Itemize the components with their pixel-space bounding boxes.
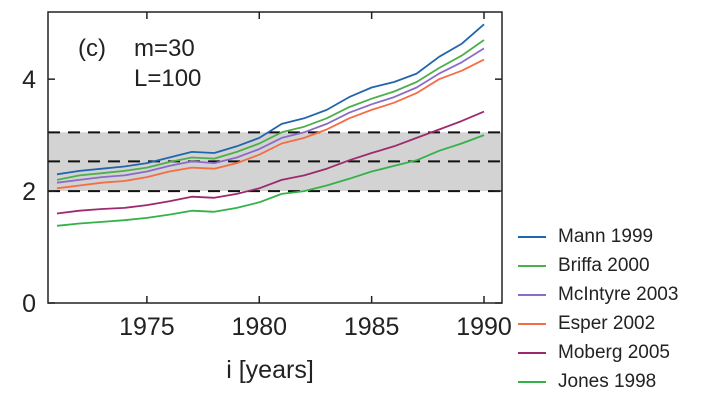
series-line-moberg-2005 [56, 110, 485, 215]
legend-swatch [518, 235, 546, 238]
legend: Mann 1999 Briffa 2000 McIntyre 2003 Esper 2… [518, 222, 714, 396]
legend-label: Briffa 2000 [558, 254, 650, 276]
legend-swatch [518, 351, 546, 354]
axis-ticks: 1975 1980 1985 1990 0 2 4 [22, 12, 512, 341]
x-axis-label: i [years] [226, 356, 314, 384]
x-tick-label: 1975 [119, 313, 175, 341]
legend-item: Jones 1998 [518, 367, 714, 396]
legend-swatch [518, 322, 546, 325]
y-tick-label: 0 [22, 290, 36, 318]
series-lines [56, 23, 485, 227]
legend-swatch [518, 264, 546, 267]
legend-label: Mann 1999 [558, 225, 654, 247]
legend-item: Mann 1999 [518, 222, 714, 251]
legend-item: McIntyre 2003 [518, 280, 714, 309]
annotation-m: m=30 [134, 35, 195, 62]
legend-item: Esper 2002 [518, 309, 714, 338]
series-line-briffa-2000 [56, 39, 485, 181]
legend-label: Jones 1998 [558, 370, 657, 392]
line-chart: 1975 1980 1985 1990 0 2 4 (c) m=30 L=100 i [ye… [22, 11, 512, 384]
series-line-mann-1999 [56, 23, 485, 176]
y-tick-label: 2 [22, 178, 36, 206]
series-line-mcintyre-2003 [56, 47, 485, 184]
x-tick-label: 1980 [231, 313, 287, 341]
legend-label: Moberg 2005 [558, 341, 670, 363]
x-tick-label: 1985 [344, 313, 400, 341]
y-tick-label: 4 [22, 66, 36, 94]
legend-label: McIntyre 2003 [558, 283, 679, 305]
annotation-l: L=100 [134, 65, 201, 92]
legend-item: Moberg 2005 [518, 338, 714, 367]
legend-label: Esper 2002 [558, 312, 656, 334]
legend-swatch [518, 380, 546, 383]
x-tick-label: 1990 [456, 313, 512, 341]
reference-lines [48, 131, 502, 193]
series-line-jones-1998 [56, 134, 485, 227]
legend-swatch [518, 293, 546, 296]
plot-frame [47, 11, 503, 304]
panel-label: (c) [78, 35, 106, 62]
series-line-esper-2002 [56, 58, 485, 190]
legend-item: Briffa 2000 [518, 251, 714, 280]
